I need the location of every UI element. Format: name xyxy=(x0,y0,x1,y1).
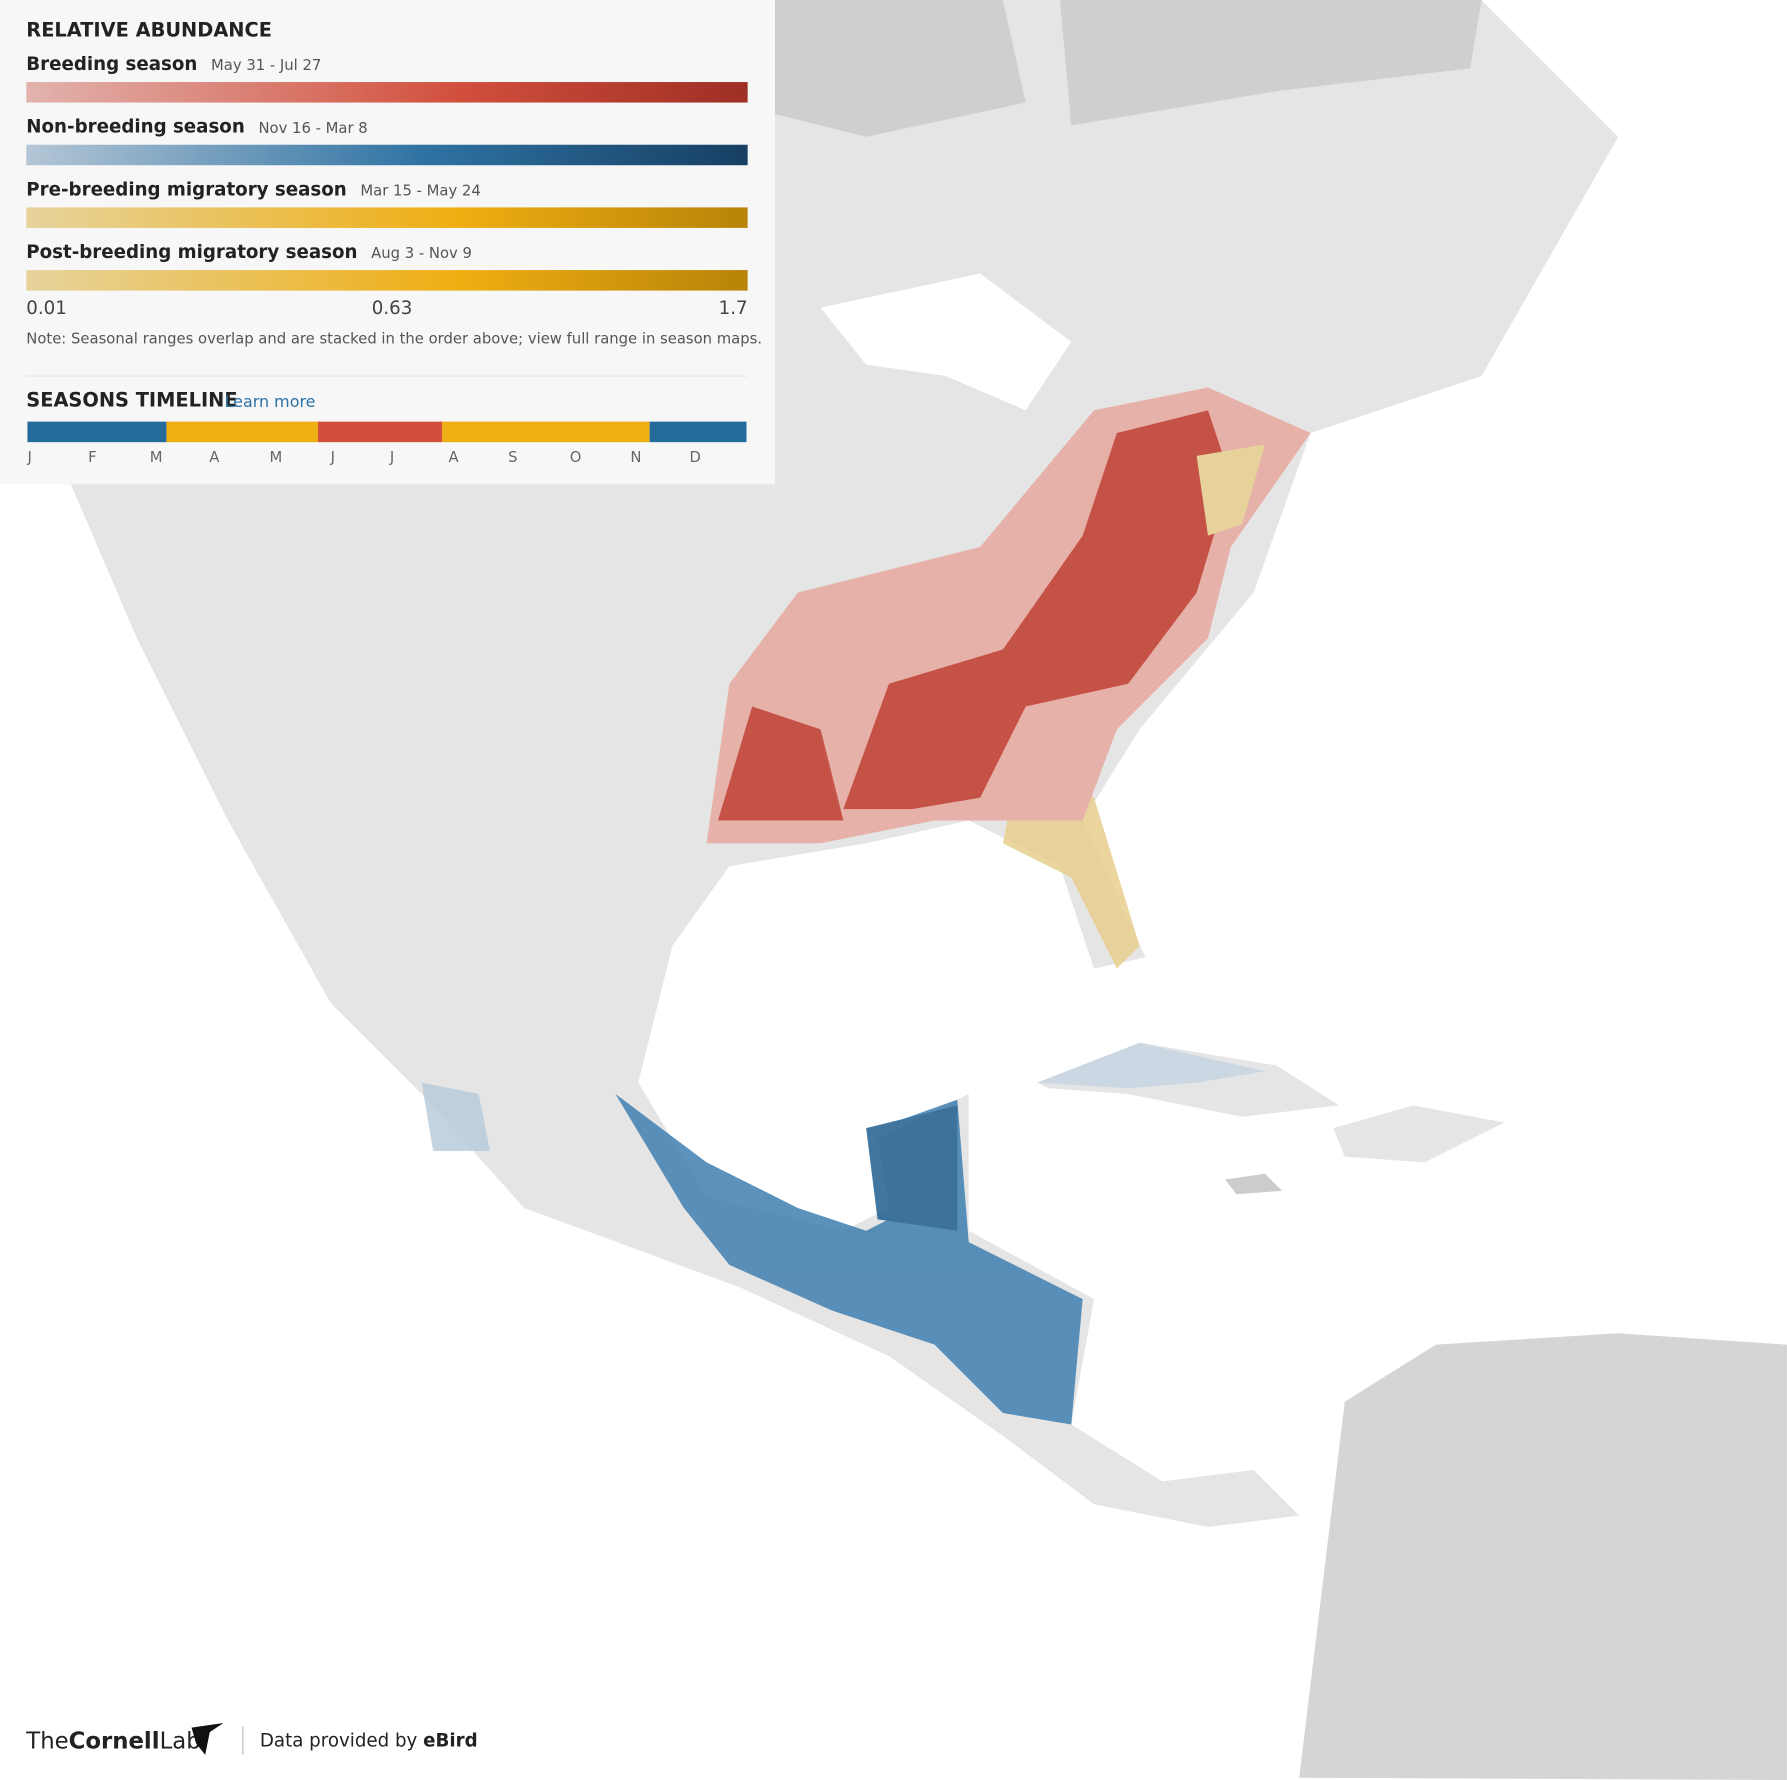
scale-label: 0.01 xyxy=(26,298,67,319)
season-dates: Mar 15 - May 24 xyxy=(360,182,480,199)
season-scale-bar xyxy=(26,207,748,228)
logo-part: The xyxy=(25,1728,68,1754)
season-name: Pre-breeding migratory season xyxy=(26,179,346,200)
month-label: J xyxy=(389,449,394,466)
month-label: J xyxy=(330,449,335,466)
month-label: O xyxy=(570,449,582,466)
month-label: A xyxy=(449,449,459,466)
season-name: Breeding season xyxy=(26,54,197,75)
logo-part: Cornell xyxy=(69,1728,160,1754)
credit: Data provided by eBird xyxy=(260,1730,478,1751)
season-scale-bar xyxy=(26,144,748,166)
scale-label: 1.7 xyxy=(719,298,748,319)
timeline-title: SEASONS TIMELINE xyxy=(26,389,237,412)
month-label: A xyxy=(209,449,219,466)
logo-bird xyxy=(191,1723,224,1755)
season-dates: Aug 3 - Nov 9 xyxy=(371,245,472,262)
logo: TheCornellLab xyxy=(25,1728,200,1754)
timeline-bar xyxy=(27,421,747,443)
month-label: J xyxy=(27,449,32,466)
month-label: M xyxy=(150,449,163,466)
month-label: D xyxy=(690,449,701,466)
range-layer xyxy=(421,387,1311,1425)
month-label: M xyxy=(269,449,282,466)
credit-source: eBird xyxy=(423,1730,478,1751)
season-scale-bar xyxy=(26,270,748,291)
scale-label: 0.63 xyxy=(372,298,413,319)
footer: TheCornellLab Data provided by eBird xyxy=(25,1723,478,1755)
legend-note: Note: Seasonal ranges overlap and are st… xyxy=(26,331,762,348)
season-name: Post-breeding migratory season xyxy=(26,242,357,263)
season-dates: Nov 16 - Mar 8 xyxy=(258,120,367,137)
season-dates: May 31 - Jul 27 xyxy=(211,57,321,74)
legend-title: RELATIVE ABUNDANCE xyxy=(26,18,272,41)
credit-text: Data provided by xyxy=(260,1730,418,1751)
season-name: Non-breeding season xyxy=(26,117,245,138)
month-label: S xyxy=(508,449,517,466)
month-label: N xyxy=(630,449,641,466)
month-label: F xyxy=(88,449,97,466)
learn-more-link[interactable]: Learn more xyxy=(225,392,316,411)
season-scale-bar xyxy=(26,82,748,103)
legend-panel xyxy=(0,0,775,485)
